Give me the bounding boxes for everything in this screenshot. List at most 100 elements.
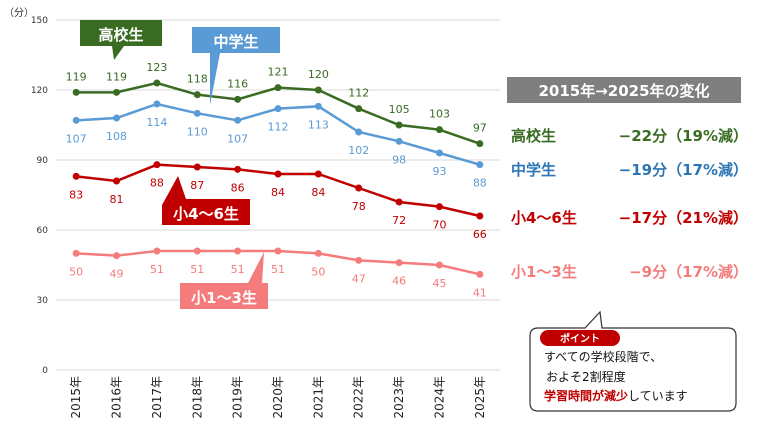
data-label: 49: [110, 268, 124, 281]
data-label: 113: [308, 118, 329, 131]
data-point: [234, 95, 242, 103]
data-label: 102: [348, 144, 369, 157]
axes: （分） 0 30 60 90 120 150 2015年 2016年 2017年 2018年 201…: [4, 7, 487, 419]
data-label: 118: [187, 73, 208, 86]
data-point: [72, 172, 80, 180]
data-label: 47: [352, 272, 366, 285]
summary-row-label: 高校生: [511, 127, 556, 145]
series-line: [76, 102, 481, 166]
data-point: [314, 102, 322, 110]
summary-row-label: 中学生: [511, 161, 556, 179]
data-point: [153, 247, 161, 255]
data-label: 83: [69, 188, 83, 201]
summary-row-change: −19分（17%減）: [619, 161, 748, 179]
data-point: [274, 105, 282, 113]
data-label: 50: [311, 265, 325, 278]
point-line-3: 学習時間が減少しています: [544, 388, 688, 403]
point-rest: しています: [628, 389, 688, 403]
data-point: [193, 109, 201, 117]
data-point: [476, 140, 484, 148]
data-point: [395, 198, 403, 206]
tag-chuugakusei: 中学生: [192, 27, 280, 105]
data-label: 107: [66, 132, 87, 145]
data-point: [395, 259, 403, 267]
svg-text:高校生: 高校生: [98, 26, 143, 44]
data-point: [72, 88, 80, 96]
point-line-2: およそ2割程度: [546, 369, 626, 384]
data-label: 84: [311, 186, 325, 199]
x-tick-label: 2015年: [69, 376, 83, 419]
series-lines: [72, 79, 484, 278]
data-label: 70: [432, 219, 446, 232]
data-label: 98: [392, 153, 406, 166]
data-label: 105: [389, 103, 410, 116]
data-label: 86: [231, 181, 245, 194]
data-label: 88: [150, 177, 164, 190]
summary-row-label: 小4～6生: [511, 209, 577, 227]
data-point: [193, 163, 201, 171]
data-label: 81: [110, 193, 124, 206]
data-label: 88: [473, 177, 487, 190]
svg-text:ポイント: ポイント: [560, 332, 600, 345]
y-tick-label: 120: [31, 86, 48, 96]
data-label: 107: [227, 132, 248, 145]
data-point: [395, 137, 403, 145]
data-label: 51: [190, 263, 204, 276]
data-point: [476, 270, 484, 278]
data-point: [435, 203, 443, 211]
svg-text:中学生: 中学生: [213, 33, 258, 51]
y-tick-label: 30: [37, 296, 49, 306]
data-label: 119: [66, 70, 87, 83]
data-label: 110: [187, 125, 208, 138]
data-point: [435, 261, 443, 269]
data-point: [153, 100, 161, 108]
data-point: [193, 91, 201, 99]
data-point: [355, 184, 363, 192]
data-point: [435, 126, 443, 134]
data-point: [355, 105, 363, 113]
data-point: [355, 256, 363, 264]
data-label: 112: [348, 87, 369, 100]
summary-panel: 2015年→2025年の変化 高校生 −22分（19%減） 中学生 −19分（17%減…: [507, 77, 748, 281]
data-point: [314, 86, 322, 94]
data-point: [234, 116, 242, 124]
data-label: 51: [231, 263, 245, 276]
data-label: 121: [268, 66, 289, 79]
summary-title-bg: [507, 77, 741, 103]
data-point: [476, 212, 484, 220]
summary-row-change: −9分（17%減）: [629, 263, 748, 281]
x-tick-label: 2016年: [110, 376, 124, 419]
data-label: 112: [268, 121, 289, 134]
data-label: 97: [473, 122, 487, 135]
data-label: 45: [432, 277, 446, 290]
summary-row-change: −17分（21%減）: [619, 209, 748, 227]
data-label: 103: [429, 108, 450, 121]
data-label: 84: [271, 186, 285, 199]
data-label: 119: [106, 70, 127, 83]
data-label: 50: [69, 265, 83, 278]
data-point: [234, 165, 242, 173]
data-point: [72, 249, 80, 257]
data-label: 46: [392, 275, 406, 288]
y-tick-label: 0: [42, 366, 48, 376]
data-label: 72: [392, 214, 406, 227]
y-tick-label: 90: [37, 156, 49, 166]
data-point: [193, 247, 201, 255]
x-tick-label: 2018年: [190, 376, 204, 419]
summary-row-change: −22分（19%減）: [619, 127, 748, 145]
data-point: [113, 114, 121, 122]
data-point: [153, 79, 161, 87]
data-point: [314, 170, 322, 178]
x-tick-label: 2021年: [311, 376, 325, 419]
svg-text:小1～3生: 小1～3生: [191, 289, 257, 307]
summary-title: 2015年→2025年の変化: [538, 82, 709, 100]
data-point: [314, 249, 322, 257]
x-tick-label: 2024年: [432, 376, 446, 419]
x-tick-label: 2017年: [150, 376, 164, 419]
data-label: 41: [473, 286, 487, 299]
x-tick-label: 2025年: [473, 376, 487, 419]
x-tick-label: 2022年: [352, 376, 366, 419]
point-highlight: 学習時間が減少: [544, 388, 628, 403]
data-point: [355, 128, 363, 136]
